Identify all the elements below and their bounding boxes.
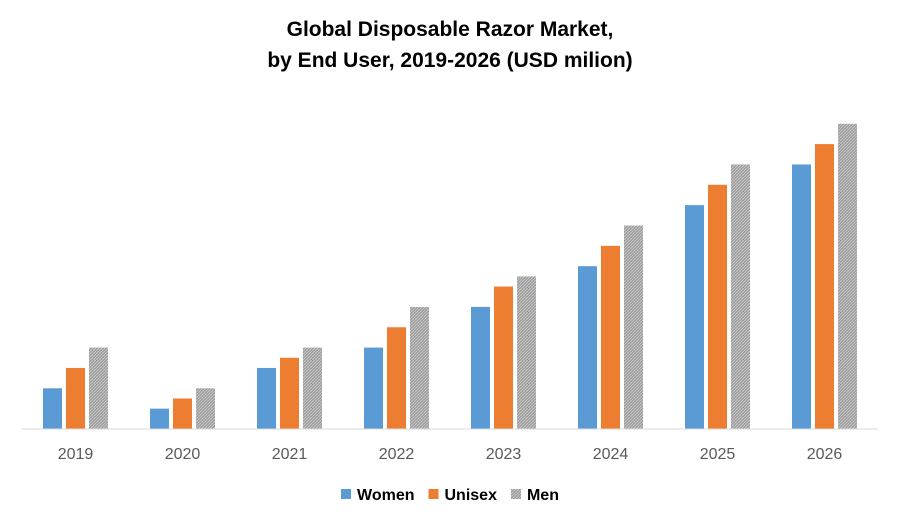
x-tick-label-2021: 2021 — [272, 446, 308, 463]
x-tick-label-2025: 2025 — [700, 446, 736, 463]
bar-women-2024 — [578, 266, 597, 429]
bar-unisex-2019 — [66, 367, 85, 429]
bar-men-2021 — [303, 347, 322, 429]
bar-men-2019 — [89, 347, 108, 429]
legend-label-women: Women — [357, 487, 414, 504]
x-tick-label-2019: 2019 — [58, 446, 94, 463]
legend-label-men: Men — [527, 487, 559, 504]
bar-unisex-2021 — [280, 357, 299, 429]
chart-title-line1: Global Disposable Razor Market, — [286, 18, 614, 41]
bar-men-2023 — [517, 276, 536, 430]
bar-women-2019 — [43, 388, 62, 429]
bar-women-2023 — [471, 306, 490, 429]
bar-men-2025 — [731, 164, 750, 429]
x-tick-label-2024: 2024 — [593, 446, 629, 463]
bars-layer — [43, 123, 857, 430]
bar-men-2022 — [410, 306, 429, 429]
bar-unisex-2025 — [708, 184, 727, 429]
bar-men-2020 — [196, 388, 215, 429]
legend-item-men: Men — [510, 487, 559, 504]
legend-item-unisex: Unisex — [428, 487, 498, 504]
x-tick-label-2023: 2023 — [486, 446, 522, 463]
bar-men-2026 — [838, 123, 857, 429]
bar-women-2021 — [257, 367, 276, 429]
bar-women-2026 — [792, 164, 811, 429]
bar-women-2025 — [685, 205, 704, 429]
x-tick-labels: 2019 2020 2021 2022 2023 2024 2025 2026 — [58, 446, 843, 463]
legend-item-women: Women — [341, 487, 415, 504]
legend-swatch-unisex — [428, 489, 439, 499]
bar-unisex-2023 — [494, 286, 513, 429]
bar-unisex-2022 — [387, 327, 406, 429]
chart-title: Global Disposable Razor Market, by End U… — [0, 14, 900, 76]
x-tick-label-2020: 2020 — [165, 446, 201, 463]
legend-swatch-men — [510, 489, 521, 499]
bar-women-2022 — [364, 347, 383, 429]
legend: Women Unisex Men — [341, 487, 559, 504]
x-tick-label-2026: 2026 — [807, 446, 843, 463]
chart-title-line2: by End User, 2019-2026 (USD milion) — [267, 49, 633, 72]
bar-unisex-2026 — [815, 144, 834, 429]
bar-women-2020 — [150, 408, 169, 429]
bar-men-2024 — [624, 225, 643, 429]
legend-label-unisex: Unisex — [445, 487, 498, 504]
legend-swatch-women — [341, 489, 352, 499]
bar-unisex-2020 — [173, 398, 192, 430]
bar-unisex-2024 — [601, 245, 620, 429]
x-tick-label-2022: 2022 — [379, 446, 415, 463]
